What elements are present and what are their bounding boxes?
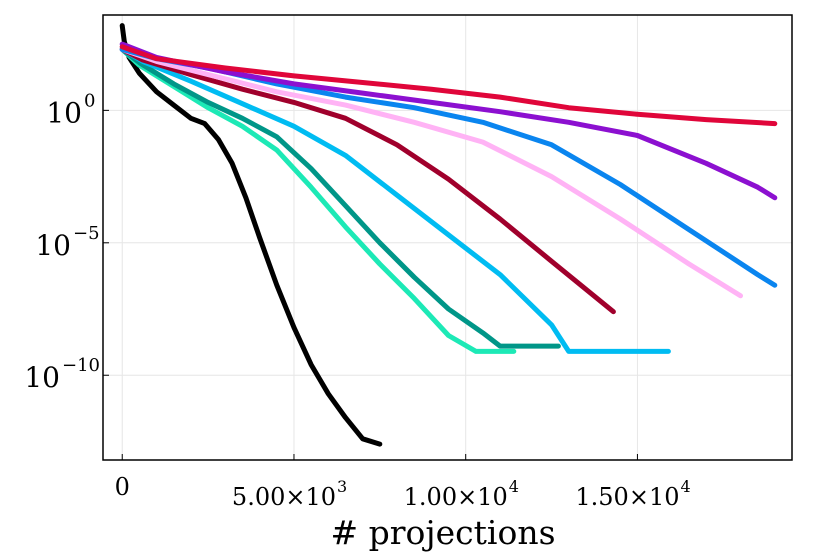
y-tick-base: 10 — [46, 96, 82, 129]
plot-frame — [102, 14, 793, 461]
x-tick-exponent: 4 — [680, 477, 690, 496]
series-line-pink — [119, 46, 743, 299]
series-layer — [119, 23, 778, 447]
series-line-purple — [119, 41, 778, 201]
x-tick-exponent: 4 — [509, 477, 519, 496]
grid-lines — [103, 15, 792, 460]
series-line-red — [119, 44, 778, 127]
series-line-teal — [119, 46, 561, 349]
x-tick-label: 5.00×10 — [232, 483, 336, 511]
tick-marks — [103, 109, 638, 460]
y-tick-base: 10 — [35, 229, 71, 262]
y-tick-base: 10 — [24, 361, 60, 394]
x-axis-label: # projections — [330, 513, 555, 552]
y-tick-exponent: 0 — [84, 90, 95, 111]
y-tick-exponent: −10 — [62, 355, 100, 376]
x-tick-exponent: 3 — [337, 477, 347, 496]
series-line-black — [119, 23, 383, 447]
x-tick-label: 1.50×10 — [575, 483, 679, 511]
series-line-sky-blue — [119, 46, 671, 354]
y-tick-exponent: −5 — [73, 223, 100, 244]
series-line-crimson — [119, 46, 616, 315]
x-tick-labels: 0 5.00×10 3 1.00×10 4 1.50×10 4 — [115, 473, 691, 511]
x-tick-label: 1.00×10 — [404, 483, 508, 511]
series-line-aquamarine — [119, 46, 517, 354]
x-tick-label: 0 — [115, 473, 130, 501]
